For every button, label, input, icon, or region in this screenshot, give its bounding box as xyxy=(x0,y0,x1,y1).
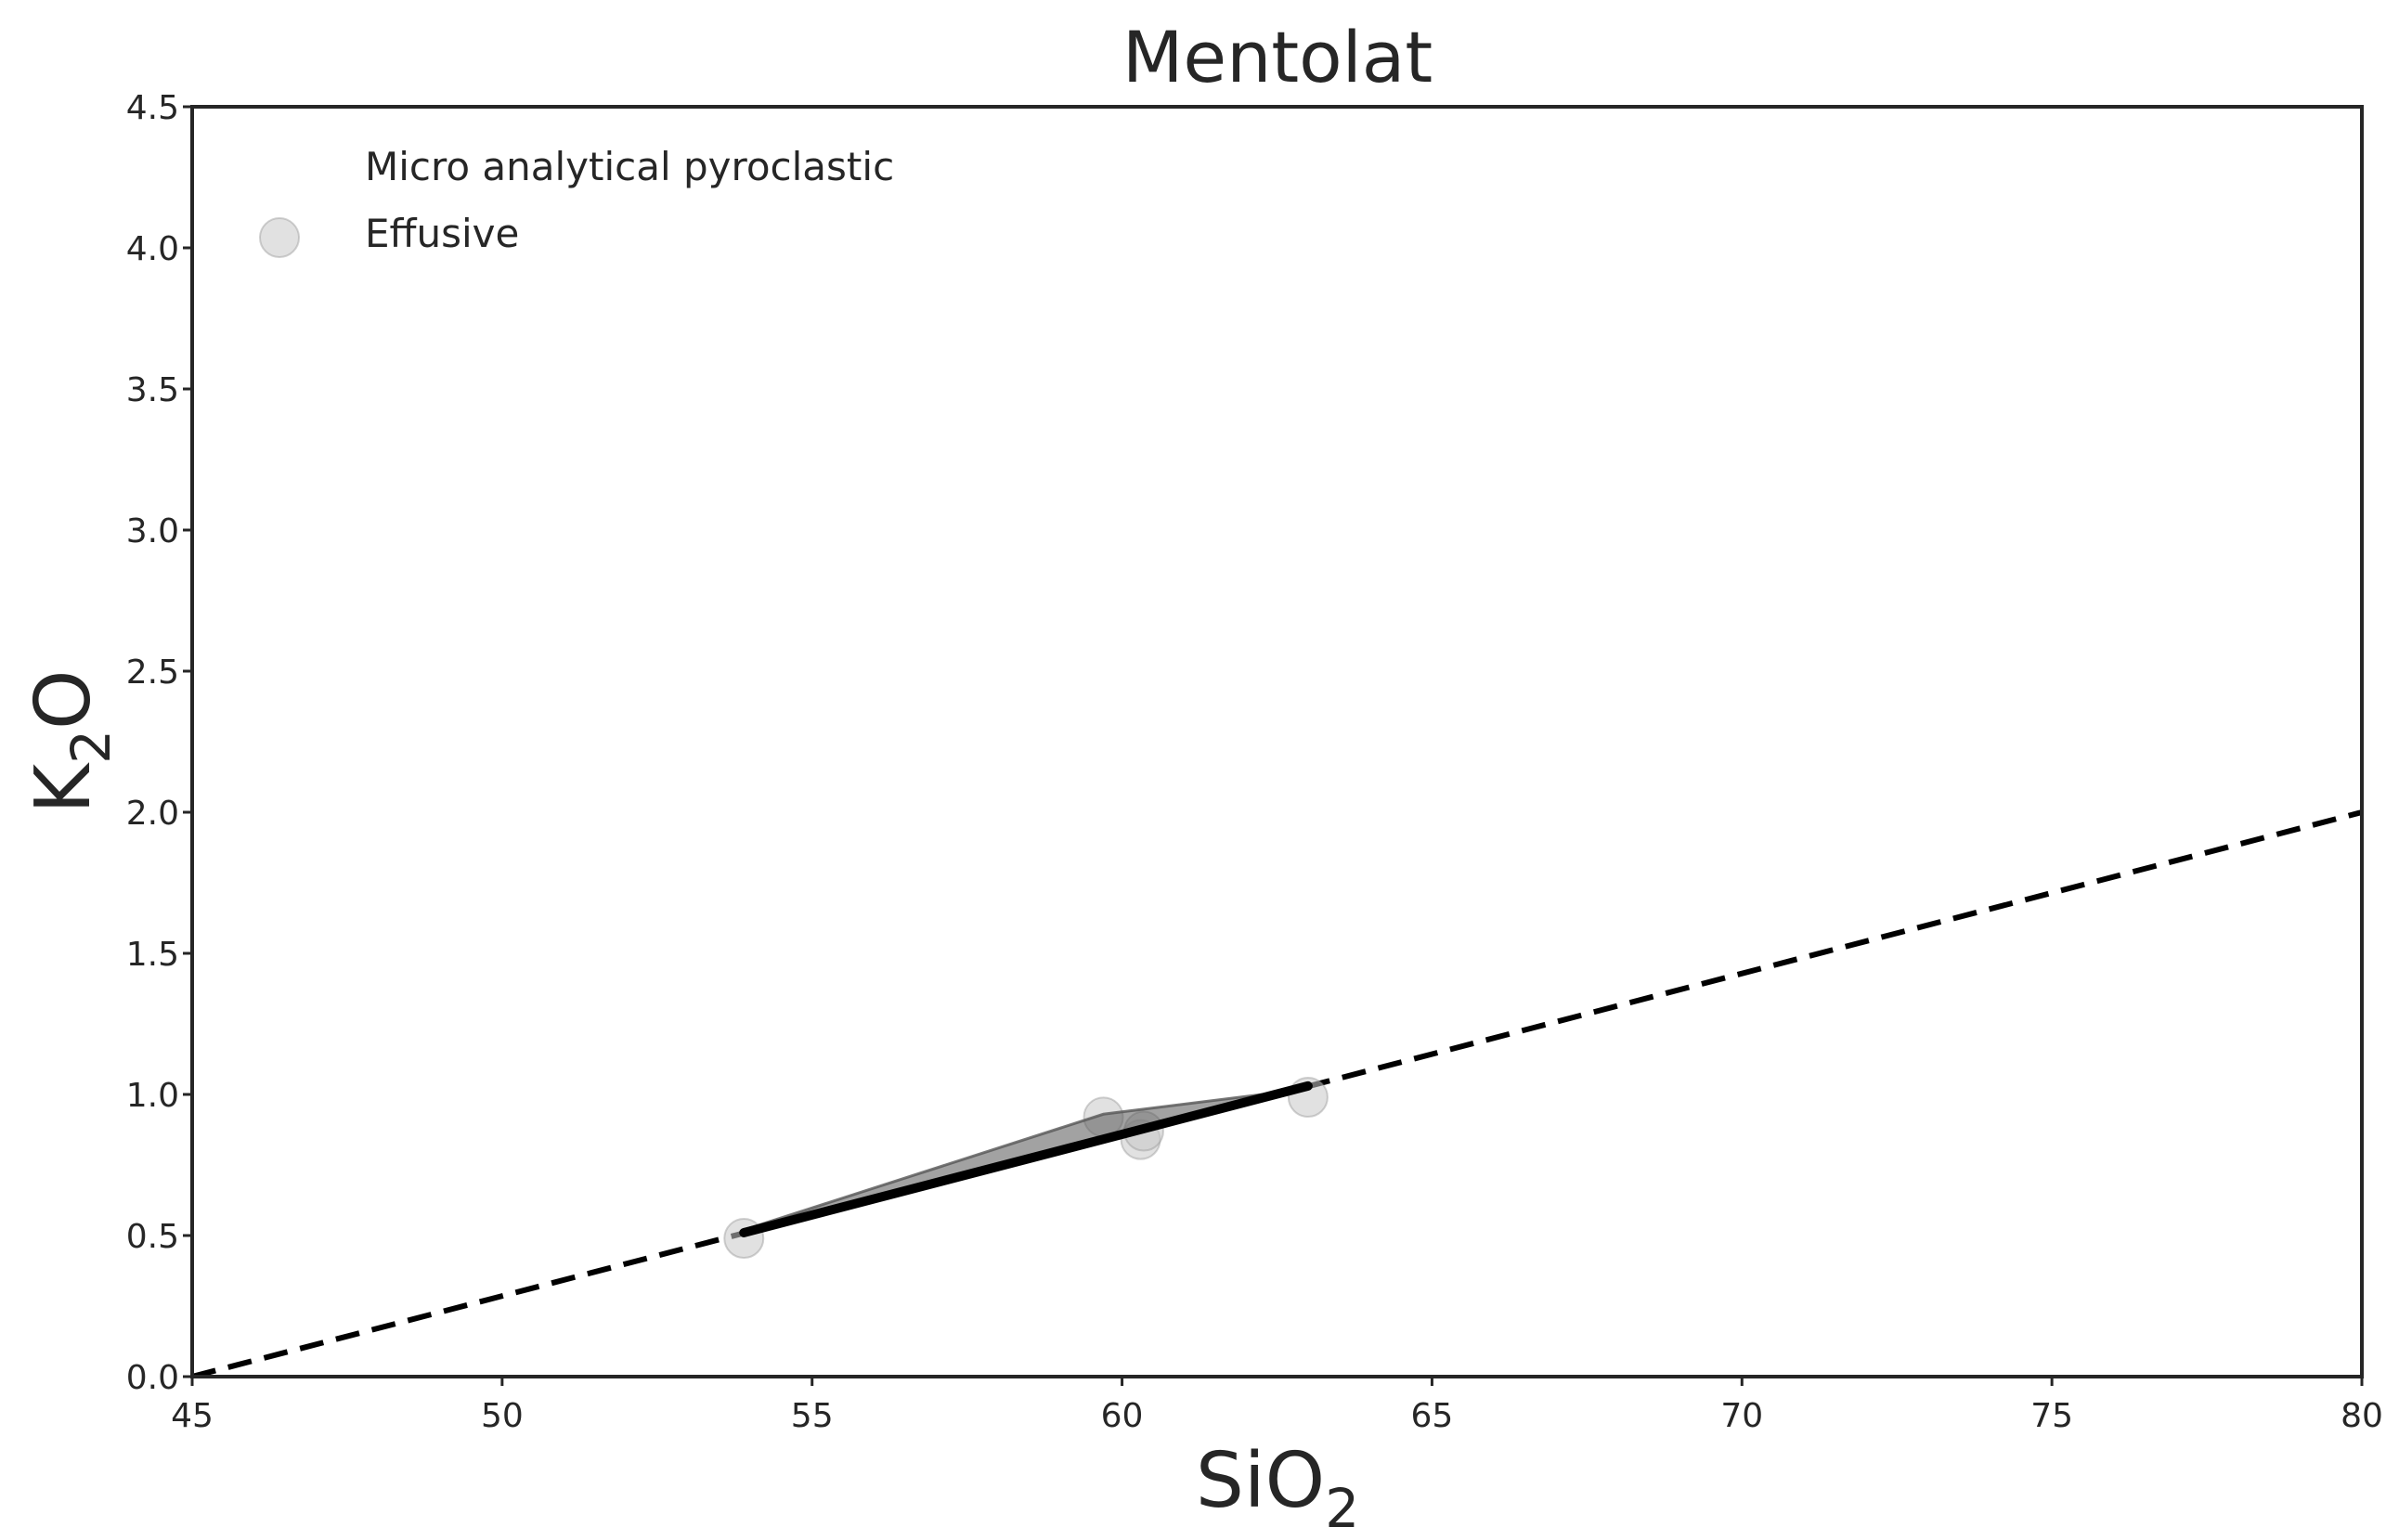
y-axis-label-main: K xyxy=(19,762,108,814)
y-tick-label: 3.0 xyxy=(126,512,179,550)
x-tick-label: 65 xyxy=(1411,1397,1454,1435)
x-tick-label: 45 xyxy=(171,1397,214,1435)
y-axis-label: K2O xyxy=(19,669,123,813)
x-tick-label: 50 xyxy=(481,1397,524,1435)
x-tick-label: 75 xyxy=(2030,1397,2073,1435)
marks-layer xyxy=(192,809,2362,1377)
y-tick-label: 0.0 xyxy=(126,1359,179,1397)
plot-background xyxy=(192,107,2362,1377)
legend-marker-effusive xyxy=(259,217,300,258)
legend-label-effusive: Effusive xyxy=(365,211,519,256)
fit-line xyxy=(739,1081,1313,1237)
y-axis-label-subscript: 2 xyxy=(59,730,123,764)
y-tick-label: 1.5 xyxy=(126,936,179,974)
y-tick-label: 3.5 xyxy=(126,371,179,409)
legend-label-micro-analytical-pyroclastic: Micro analytical pyroclastic xyxy=(365,144,894,189)
y-tick-label: 4.5 xyxy=(126,89,179,127)
x-axis-label: SiO2 xyxy=(1196,1437,1359,1540)
plot-frame xyxy=(190,105,2364,1378)
y-tick-label: 0.5 xyxy=(126,1218,179,1256)
y-tick-label: 2.5 xyxy=(126,654,179,692)
chart-title: Mentolat xyxy=(1122,16,1433,98)
y-tick-label: 1.0 xyxy=(126,1077,179,1115)
x-axis-label-subscript: 2 xyxy=(1325,1477,1359,1540)
x-axis-label-main: SiO xyxy=(1196,1437,1325,1525)
y-axis: 0.0 0.5 1.0 1.5 2.0 2.5 3.0 3.5 4.0 4.5 xyxy=(126,89,192,1397)
y-axis-label-tail: O xyxy=(19,669,108,730)
y-tick-label: 2.0 xyxy=(126,795,179,833)
x-tick-label: 55 xyxy=(791,1397,834,1435)
x-tick-label: 60 xyxy=(1101,1397,1144,1435)
legend: Micro analytical pyroclastic Effusive xyxy=(259,144,894,258)
y-tick-label: 4.0 xyxy=(126,230,179,268)
x-axis: 45 50 55 60 65 70 75 80 xyxy=(171,1377,2383,1435)
x-tick-label: 70 xyxy=(1720,1397,1763,1435)
x-tick-label: 80 xyxy=(2341,1397,2383,1435)
